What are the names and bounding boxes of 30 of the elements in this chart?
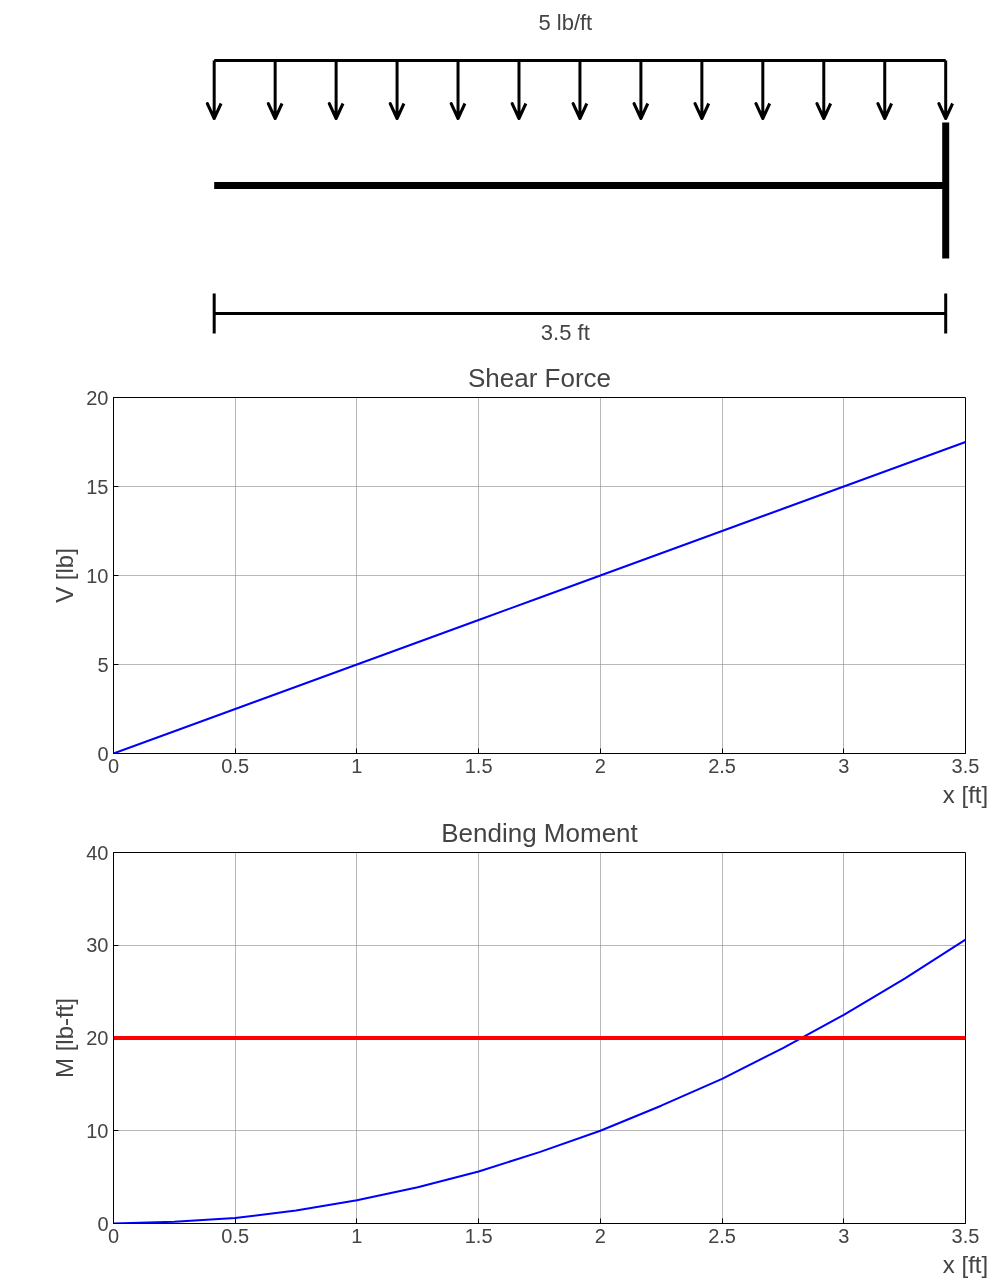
x-tick-label: 2 <box>594 754 606 777</box>
x-tick-label: 3.5 <box>951 754 980 777</box>
x-tick-label: 3.5 <box>951 1224 980 1247</box>
x-tick-label: 1.5 <box>464 1224 493 1247</box>
text: 3.5 ft <box>540 320 590 345</box>
x-tick-label: 1 <box>351 1224 363 1247</box>
y-tick-label: 10 <box>86 1119 109 1142</box>
x-tick-label: 3 <box>838 1224 850 1247</box>
chart-title: Shear Force <box>467 362 612 393</box>
x-axis-title: x [ft] <box>942 1250 989 1278</box>
y-tick-label: 40 <box>86 841 109 864</box>
text: 5 lb/ft <box>538 10 593 35</box>
y-tick-label: 20 <box>86 1027 109 1049</box>
x-axis-title: x [ft] <box>942 780 989 808</box>
chart-title: Bending Moment <box>441 817 639 848</box>
y-axis-title: M [lb-ft] <box>51 997 79 1078</box>
y-tick-label: 5 <box>97 653 109 676</box>
x-tick-label: 2.5 <box>708 1224 736 1247</box>
x-tick-label: 2.5 <box>708 754 736 777</box>
x-tick-label: 1 <box>351 754 363 777</box>
y-tick-label: 30 <box>86 934 109 957</box>
x-tick-label: 2 <box>594 1224 606 1247</box>
y-tick-label: 15 <box>86 475 109 498</box>
y-tick-label: 10 <box>86 564 109 587</box>
y-axis-title: V [lb] <box>51 548 79 603</box>
x-tick-label: 0.5 <box>221 1224 250 1247</box>
y-tick-label: 20 <box>86 386 109 409</box>
x-tick-label: 0.5 <box>221 754 250 777</box>
x-tick-label: 1.5 <box>464 754 493 777</box>
x-tick-label: 3 <box>838 754 850 777</box>
